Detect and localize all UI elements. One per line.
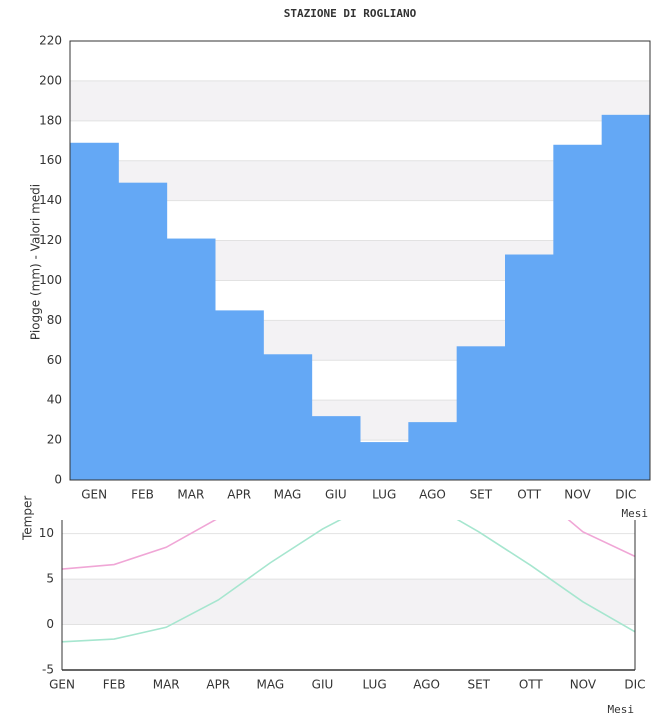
x-tick-label: MAR: [153, 678, 180, 692]
x-axis-label: Mesi: [622, 507, 649, 520]
y-tick-label: 5: [46, 572, 54, 586]
y-tick-label: 40: [47, 393, 62, 407]
y-axis-label: Piogge (mm) - Valori medi: [29, 184, 43, 340]
x-tick-label: GIU: [325, 488, 347, 502]
x-tick-label: MAR: [177, 488, 204, 502]
y-tick-label: 220: [39, 34, 62, 48]
x-tick-label: OTT: [517, 488, 542, 502]
bar: [263, 354, 313, 480]
x-tick-label: AGO: [413, 678, 440, 692]
plot: [70, 114, 651, 480]
x-tick-label: AGO: [419, 488, 446, 502]
x-tick-label: NOV: [570, 678, 597, 692]
x-tick-label: LUG: [362, 678, 386, 692]
plot: [62, 520, 635, 643]
bar: [118, 182, 168, 480]
x-tick-label: DIC: [615, 488, 636, 502]
x-tick-label: FEB: [103, 678, 126, 692]
x-tick-label: SET: [467, 678, 490, 692]
bar: [553, 144, 603, 480]
y-tick-label: 80: [47, 313, 62, 327]
line: [62, 520, 635, 643]
y-tick-label: 0: [54, 473, 62, 487]
x-tick-label: DIC: [624, 678, 645, 692]
y-tick-label: 180: [39, 113, 62, 127]
x-tick-label: GEN: [49, 678, 75, 692]
x-tick-label: MAG: [257, 678, 285, 692]
y-tick-label: 60: [47, 353, 62, 367]
y-tick-label: 0: [46, 617, 54, 631]
bar: [70, 142, 119, 480]
x-tick-label: GEN: [81, 488, 107, 502]
x-tick-label: SET: [470, 488, 493, 502]
x-tick-label: OTT: [519, 678, 544, 692]
x-tick-label: MAG: [274, 488, 302, 502]
plot-frame: [69, 40, 651, 481]
y-tick-label: 120: [39, 233, 62, 247]
bar: [601, 114, 651, 480]
x-tick-label: LUG: [372, 488, 396, 502]
bar: [456, 346, 506, 480]
y-tick-label: 200: [39, 73, 62, 87]
bar: [311, 416, 361, 480]
bar: [215, 310, 264, 480]
x-axis-label: Mesi: [608, 703, 635, 716]
y-tick-label: 10: [39, 526, 54, 540]
y-tick-label: 140: [39, 193, 62, 207]
bar: [166, 238, 216, 480]
x-tick-label: GIU: [312, 678, 334, 692]
line: [62, 520, 635, 570]
chart-title: STAZIONE DI ROGLIANO: [284, 7, 417, 20]
y-axis-label: Temper: [21, 496, 35, 541]
y-tick-label: 160: [39, 153, 62, 167]
bar: [408, 422, 458, 480]
bar: [360, 442, 409, 480]
bar: [505, 254, 554, 480]
x-tick-label: APR: [227, 488, 251, 502]
grid-band: [62, 579, 635, 625]
x-tick-label: APR: [206, 678, 230, 692]
x-tick-label: NOV: [564, 488, 591, 502]
y-tick-label: -5: [42, 663, 54, 677]
y-tick-label: 20: [47, 433, 62, 447]
x-tick-label: FEB: [131, 488, 154, 502]
y-tick-label: 100: [39, 273, 62, 287]
grid-band: [70, 80, 650, 121]
